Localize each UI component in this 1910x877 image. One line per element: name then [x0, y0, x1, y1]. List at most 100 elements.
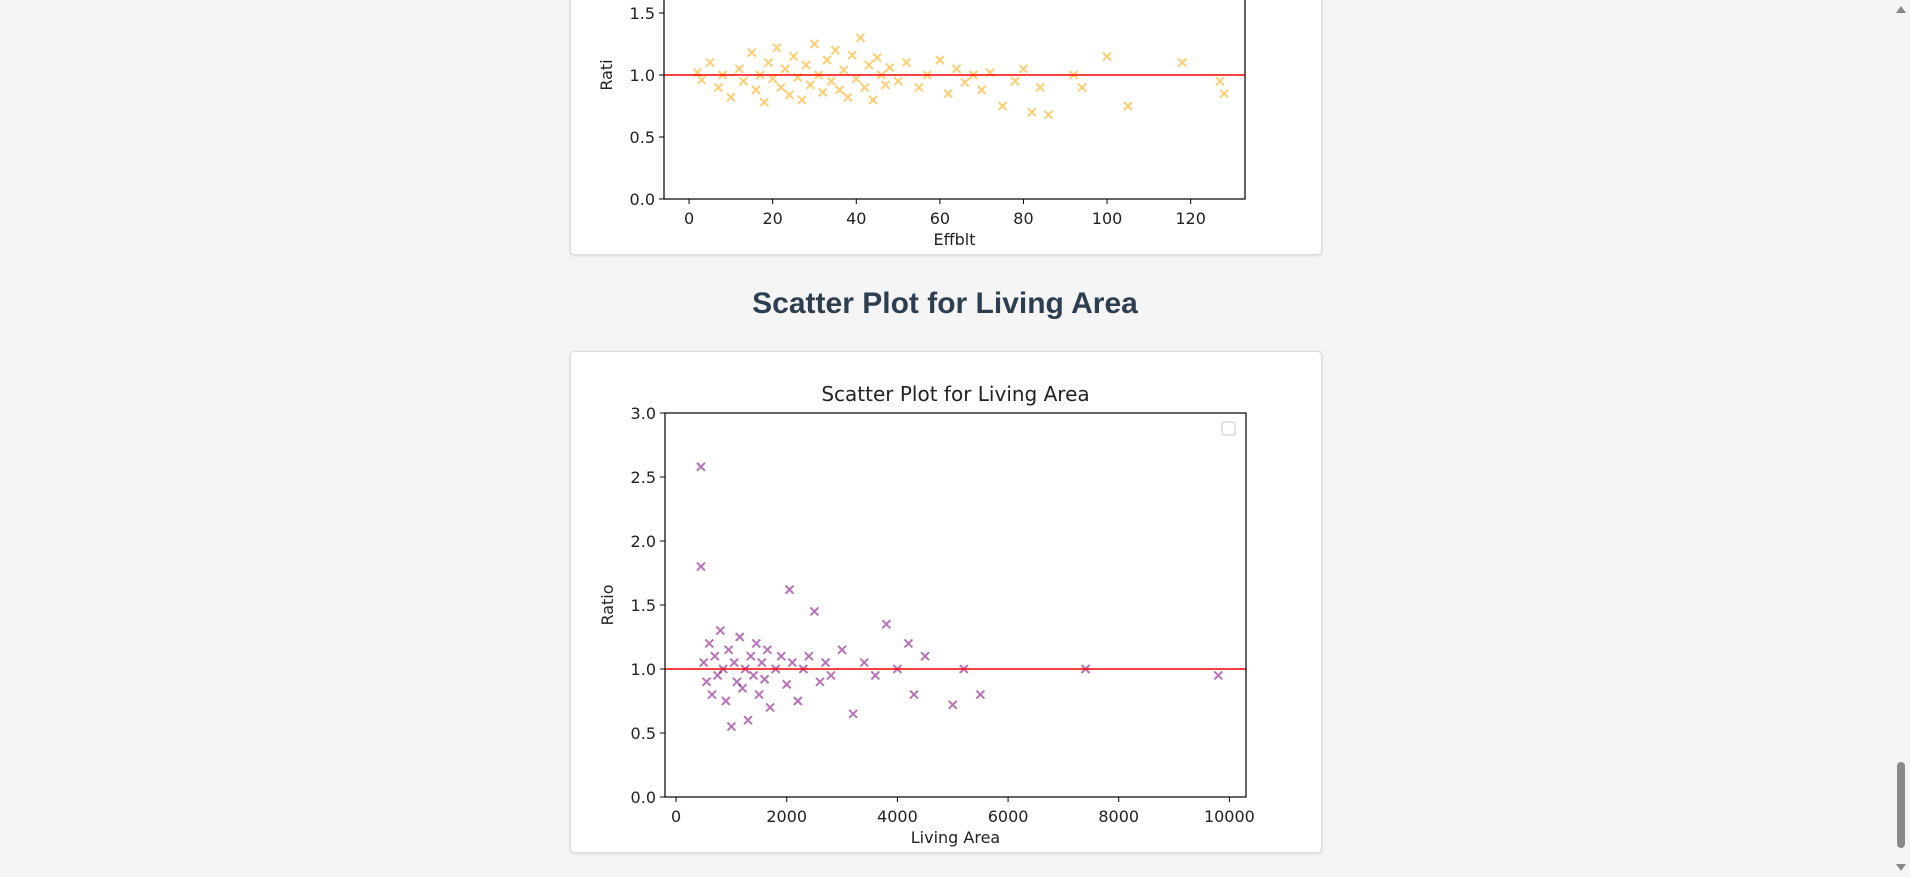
chart1-data-point	[834, 85, 845, 95]
chart1-y-tick-label: 1.0	[630, 66, 655, 85]
chart2-data-point	[734, 632, 745, 642]
chart1-data-point	[839, 65, 849, 75]
chart2-data-point	[757, 657, 767, 668]
chart2-x-tick-label: 4000	[877, 807, 918, 826]
chart2-data-point	[920, 651, 930, 661]
chart1-data-point	[914, 82, 924, 93]
chart2-data-point	[848, 709, 858, 719]
chart2-data-point	[765, 702, 775, 713]
chart1-data-point	[1010, 76, 1020, 86]
chart2-data-point	[948, 700, 958, 710]
chart1-data-point	[705, 57, 715, 68]
chart1-data-point	[759, 97, 770, 107]
chart2-data-point	[759, 674, 770, 684]
chart2-data-point	[707, 689, 717, 700]
chart1-data-point	[696, 75, 707, 85]
chart1-x-tick-label: 100	[1092, 209, 1123, 228]
chart2-data-point	[859, 657, 869, 668]
chart2-data-point	[746, 651, 756, 661]
living-area-chart-card: Scatter Plot for Living Area 0.0 0.5 1.0 1.5…	[570, 351, 1322, 853]
chart2-data-point	[975, 689, 986, 700]
vertical-scrollbar[interactable]	[1893, 0, 1910, 877]
chart1-data-point	[893, 76, 903, 86]
chart1-x-tick-label: 0	[684, 209, 694, 228]
chart1-data-point	[830, 45, 841, 55]
chart2-data-point	[903, 638, 914, 649]
chart1-data-point	[1219, 88, 1229, 99]
chart2-data-point	[787, 657, 797, 668]
chart1-data-point	[976, 85, 987, 95]
chart2-y-tick-label: 2.5	[631, 468, 656, 487]
chart2-data-point	[710, 651, 720, 661]
chart1-data-point	[734, 64, 744, 74]
chart1-y-tick-label: 0.5	[630, 128, 655, 147]
chart2-data-point	[715, 625, 726, 636]
chart1-y-tick-label: 0.0	[630, 190, 655, 209]
chart1-data-point	[859, 82, 870, 93]
chart1-data-point	[826, 76, 836, 86]
chart1-data-point	[767, 74, 778, 84]
chart1-data-point	[713, 82, 724, 93]
chart2-y-tick-label: 0.5	[631, 724, 656, 743]
chart1-data-point	[951, 64, 962, 74]
chart1-data-point	[901, 57, 912, 68]
scroll-down-arrow-icon[interactable]	[1896, 864, 1906, 871]
chart2-y-tick-label: 2.0	[631, 532, 656, 551]
chart1-x-tick-label: 60	[930, 209, 950, 228]
chart1-data-point	[1102, 51, 1112, 62]
chart2-data-point	[762, 645, 773, 655]
chart1-data-point	[868, 95, 878, 105]
chart1-data-point	[843, 92, 853, 103]
chart1-y-tick-label: 1.5	[630, 4, 655, 23]
chart1-axes-frame	[663, 0, 1246, 200]
chart2-x-tick-label: 2000	[766, 807, 807, 826]
chart1-data-point	[997, 101, 1008, 111]
chart1-data-point	[943, 88, 953, 99]
scrollbar-thumb[interactable]	[1897, 762, 1905, 848]
chart2-data-point	[809, 606, 820, 617]
chart1-data-point	[1018, 64, 1029, 74]
chart2-x-tick-label: 0	[671, 807, 681, 826]
chart2-data-point	[723, 645, 734, 655]
chart2-data-point	[820, 657, 831, 668]
chart1-data-point	[809, 39, 820, 49]
chart2-x-tick-label: 6000	[988, 807, 1029, 826]
chart2-data-point	[782, 679, 792, 690]
chart1-data-point	[751, 85, 761, 95]
chart2-data-point	[748, 670, 759, 681]
chart2-data-point	[721, 696, 731, 706]
chart2-data-point	[729, 657, 739, 668]
living-area-scatter-chart: Scatter Plot for Living Area 0.0 0.5 1.0 1.5…	[598, 382, 1255, 847]
chart1-data-point	[772, 43, 782, 53]
scroll-up-arrow-icon[interactable]	[1896, 6, 1906, 13]
chart1-data-point	[801, 60, 811, 70]
chart1-plot-area	[664, 33, 1245, 120]
chart1-data-point	[763, 57, 774, 68]
chart2-y-tick-label: 0.0	[631, 788, 656, 807]
chart1-data-point	[1177, 57, 1188, 68]
chart1-data-point	[1043, 109, 1054, 120]
chart2-data-point	[826, 670, 836, 681]
chart2-x-tick-label: 8000	[1098, 807, 1139, 826]
chart2-axes-frame	[664, 412, 1247, 798]
chart1-data-point	[726, 92, 736, 103]
chart1-data-point	[1077, 82, 1087, 93]
chart2-data-point	[881, 619, 892, 629]
chart2-empty-legend	[1221, 421, 1236, 436]
chart1-data-point	[872, 52, 882, 63]
chart1-x-tick-label: 120	[1175, 209, 1206, 228]
chart1-data-point	[780, 64, 790, 74]
chart2-data-point	[743, 715, 753, 725]
chart1-data-point	[738, 76, 749, 86]
chart1-data-point	[960, 77, 970, 88]
chart2-data-point	[1213, 670, 1224, 681]
chart2-data-point	[754, 689, 764, 700]
chart1-x-tick-label: 40	[846, 209, 866, 228]
chart1-data-point	[1215, 76, 1225, 86]
chart1-data-point	[805, 80, 816, 90]
chart1-x-axis-label: Effblt	[933, 230, 975, 249]
chart1-data-point	[1027, 107, 1037, 117]
chart1-data-point	[885, 62, 895, 73]
chart2-y-tick-label: 3.0	[631, 404, 656, 423]
chart2-y-tick-label: 1.5	[631, 596, 656, 615]
